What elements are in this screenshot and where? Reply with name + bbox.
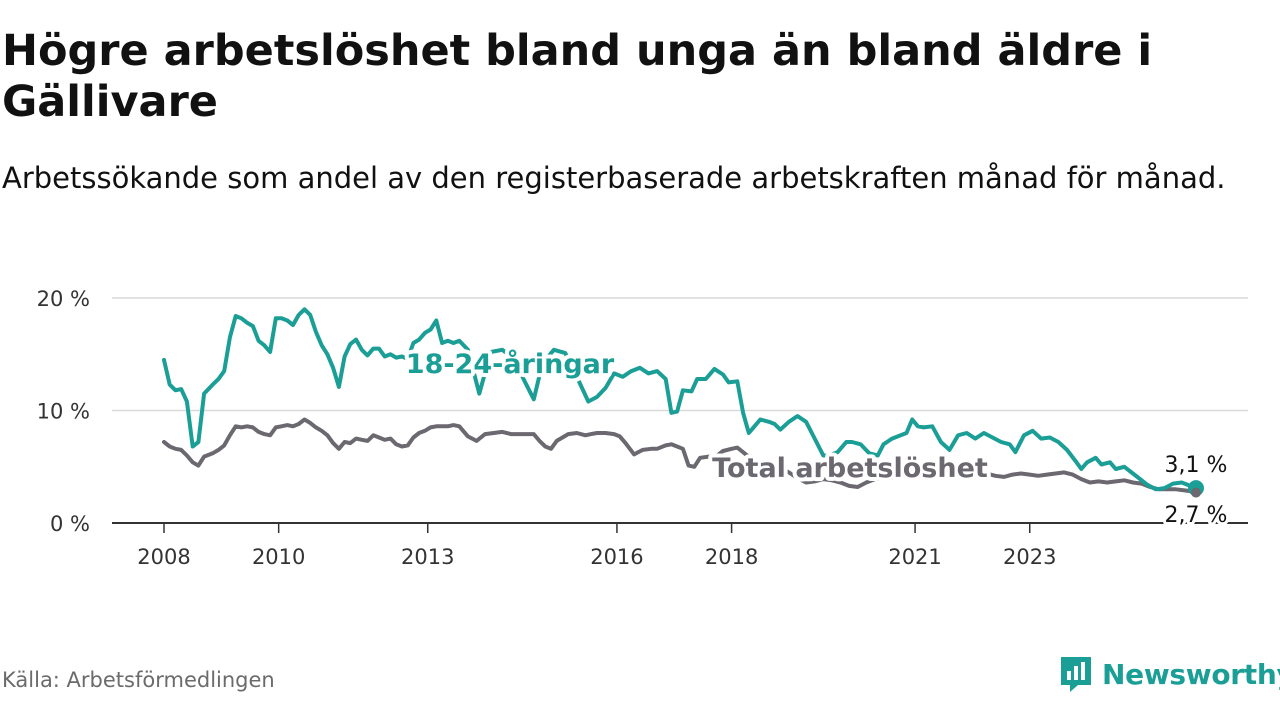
line-chart: 0 %10 %20 %2008 2010 2013 2016 2018 2021 2023 … xyxy=(37,287,1248,569)
x-tick-label: 2023 xyxy=(1003,545,1056,569)
y-tick-label: 20 % xyxy=(37,287,90,311)
series-line-total xyxy=(162,417,1198,495)
end-label-youth: 3,1 %3,1 % xyxy=(1162,450,1231,481)
chart-title: Högre arbetslöshet bland unga än bland ä… xyxy=(2,26,1153,127)
x-tick-label: 2021 xyxy=(888,545,941,569)
x-tick-label: 2013 xyxy=(401,545,454,569)
source-note: Källa: Arbetsförmedlingen xyxy=(2,668,275,692)
svg-text:3,1 %: 3,1 % xyxy=(1165,453,1228,478)
end-label-total: 2,7 %2,7 % xyxy=(1162,500,1231,531)
brand-name: Newsworthy xyxy=(1102,657,1280,691)
svg-text:3,1 %: 3,1 % xyxy=(1165,453,1228,478)
y-tick-label: 0 % xyxy=(50,512,90,536)
newsworthy-logo-icon xyxy=(1061,657,1091,692)
svg-text:18-24-åringar: 18-24-åringar xyxy=(406,348,615,380)
svg-text:18-24-åringar: 18-24-åringar xyxy=(406,348,615,380)
y-tick-label: 10 % xyxy=(37,400,90,424)
x-tick-label: 2010 xyxy=(252,545,305,569)
x-tick-label: 2018 xyxy=(705,545,758,569)
grid-lines xyxy=(112,297,1248,412)
brand-logo: Newsworthy xyxy=(1058,654,1280,694)
svg-text:2,7 %: 2,7 % xyxy=(1165,503,1228,528)
series-line-youth xyxy=(162,307,1198,492)
svg-text:Total arbetslöshet: Total arbetslöshet xyxy=(712,453,988,484)
svg-text:2,7 %: 2,7 % xyxy=(1165,503,1228,528)
series-lines xyxy=(162,307,1204,498)
end-point-total xyxy=(1191,487,1201,498)
x-tick-label: 2008 xyxy=(137,545,190,569)
svg-text:Total arbetslöshet: Total arbetslöshet xyxy=(712,453,988,484)
x-tick-label: 2016 xyxy=(590,545,643,569)
chart-subtitle: Arbetssökande som andel av den registerb… xyxy=(2,161,1226,195)
axes: 0 % 10 % 20 % 2008 2010 2013 2016 2018 2021 2023 xyxy=(37,287,1248,569)
